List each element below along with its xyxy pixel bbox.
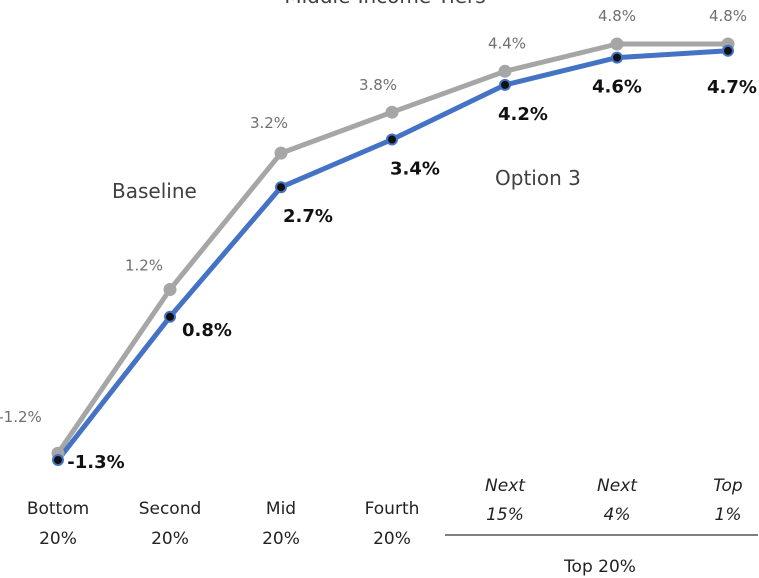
x-tick-label-pct: 1% [715,505,742,525]
series-markers [51,37,735,466]
option-3-data-label: 3.4% [390,159,440,180]
option-3-point [386,133,398,146]
x-tick-label-pct: 20% [151,529,189,549]
baseline-point [610,37,624,51]
x-tick-label-pct: 20% [262,529,300,549]
baseline-data-label: -1.2% [0,408,42,426]
baseline-point [274,146,288,160]
x-tick-label: Top [713,476,743,496]
option-3-point [499,78,511,91]
option-3-data-label: 0.8% [182,320,232,341]
option-3-data-label: -1.3% [67,452,124,473]
x-tick-label: Next [597,476,638,496]
data-labels: -1.2% 1.2% 3.2% 3.8% 4.4% 4.8% 4.8% -1.3% 0.8% 2.… [0,7,757,473]
baseline-point [385,105,399,119]
option-3-point [52,454,64,466]
option-3-data-label: 4.2% [498,104,548,125]
baseline-data-label: 4.4% [488,34,526,52]
option-3-data-label: 4.7% [707,77,757,98]
option-3-point [164,310,176,323]
x-tick-label-pct: 15% [486,505,524,525]
x-tick-label: Bottom [27,499,89,519]
option-3-data-label: 2.7% [283,206,333,227]
baseline-data-label: 3.2% [250,114,288,132]
x-tick-label: Next [485,476,526,496]
baseline-point [163,283,177,296]
x-tick-label: Second [139,499,202,519]
option-3-point [722,44,734,57]
baseline-data-label: 4.8% [709,7,747,25]
baseline-line [55,41,731,456]
x-axis-labels: Bottom 20% Second 20% Mid 20% Fourth 20% Next 15%… [27,476,743,549]
option-3-point [275,181,287,194]
series-name-baseline: Baseline [112,179,197,203]
option-3-data-label: 4.6% [592,77,642,98]
baseline-data-label: 1.2% [125,257,163,275]
baseline-data-label: 3.8% [359,76,397,94]
x-tick-label: Mid [266,499,296,519]
x-tick-label-pct: 4% [604,505,631,525]
chart-title: Middle-Income Tiers [284,0,485,8]
baseline-data-label: 4.8% [598,7,636,25]
option-3-point [611,51,623,64]
x-tick-label-pct: 20% [39,529,77,549]
baseline-point [498,64,512,78]
x-tick-label-pct: 20% [373,529,411,549]
group-label-top-20: Top 20% [563,557,636,577]
x-tick-label: Fourth [365,499,420,519]
series-name-option-3: Option 3 [495,166,581,190]
